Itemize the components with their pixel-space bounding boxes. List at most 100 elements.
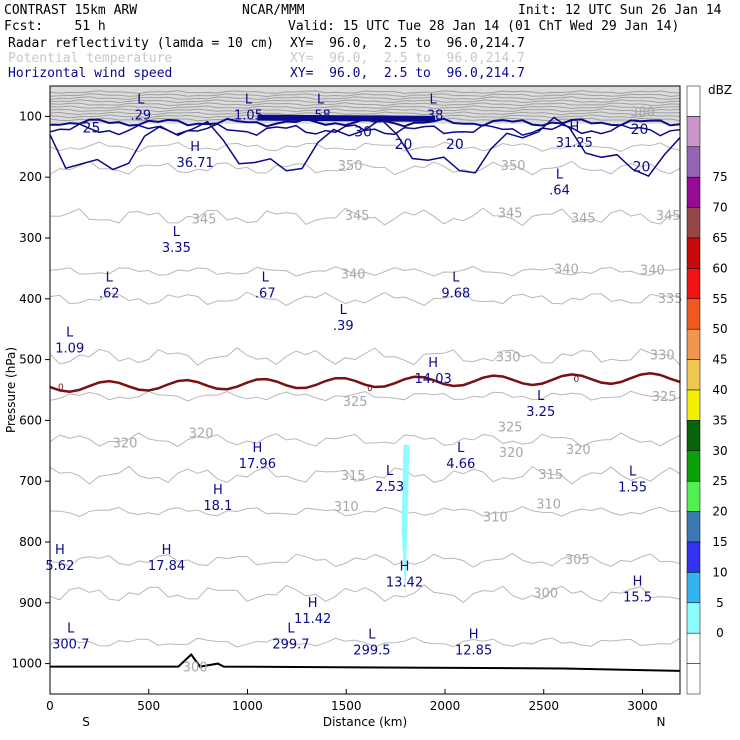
extremum-value: 299.7: [272, 637, 309, 652]
colorbar-label: 75: [712, 170, 727, 184]
theta-contour-upper: [50, 93, 680, 98]
theta-label: 345: [656, 209, 681, 224]
colorbar-label: 15: [712, 535, 727, 549]
extremum-letter: L: [67, 621, 75, 636]
extremum-value: 4.66: [446, 457, 475, 472]
extremum-letter: H: [252, 441, 262, 456]
org-label: NCAR/MMM: [242, 3, 305, 18]
colorbar-label: 70: [712, 201, 727, 215]
theta-label: 310: [483, 510, 508, 525]
extremum-letter: L: [629, 465, 637, 480]
theta-label: 315: [538, 468, 563, 483]
colorbar-title: dBZ: [708, 83, 732, 97]
colorbar-label: 35: [712, 413, 727, 427]
extremum-letter: H: [190, 140, 200, 155]
colorbar-swatch: [686, 632, 701, 664]
y-tick-label: 1000: [11, 657, 42, 671]
wind-speed-contours: [50, 114, 680, 672]
wind-speed-label: 30: [354, 125, 372, 141]
valid-time: Valid: 15 UTC Tue 28 Jan 14 (01 ChT Wed …: [288, 19, 680, 34]
y-tick-label: 800: [19, 535, 42, 549]
terrain-line: [50, 652, 680, 672]
theta-contour: [50, 160, 680, 176]
x-tick-label: 1500: [331, 699, 362, 713]
colorbar-label: 30: [712, 444, 727, 458]
theta-contour-upper: [50, 108, 680, 113]
theta-label: 315: [341, 469, 366, 484]
theta-label: 335: [658, 292, 683, 307]
theta-label: 345: [498, 206, 523, 221]
extremum-letter: H: [569, 120, 579, 135]
forecast-hour: Fcst: 51 h: [4, 19, 106, 34]
theta-label: 345: [345, 209, 370, 224]
extremum-value: .58: [310, 109, 331, 124]
theta-label: 300: [533, 586, 558, 601]
theta-label: 380: [630, 106, 655, 121]
colorbar-swatch: [686, 663, 701, 695]
extremum-value: 31.25: [556, 136, 593, 151]
reflectivity-shading: [401, 444, 410, 597]
freezing-level-label: 0: [367, 384, 373, 394]
colorbar-label: 65: [712, 231, 727, 245]
theta-contour-upper: [50, 102, 680, 107]
extremum-value: .62: [99, 287, 120, 302]
theta-contour-upper: [50, 111, 680, 116]
theta-label: 330: [650, 349, 675, 364]
colorbar-label: 40: [712, 383, 727, 397]
extremum-value: .39: [333, 319, 354, 334]
extremum-value: 3.35: [162, 241, 191, 256]
theta-label: 310: [334, 500, 359, 515]
extremum-value: 17.84: [148, 559, 185, 574]
extremum-value: 1.09: [55, 341, 84, 356]
theta-contour-upper: [50, 105, 680, 110]
extremum-value: 1.55: [618, 481, 647, 496]
theta-label: 330: [496, 351, 521, 366]
colorbar-label: 55: [712, 292, 727, 306]
theta-label: 345: [192, 213, 217, 228]
colorbar-swatch: [686, 116, 701, 148]
colorbar-swatch: [686, 389, 701, 421]
extremum-value: 18.1: [203, 499, 232, 514]
colorbar-label: 5: [716, 596, 724, 610]
y-axis-label: Pressure (hPa): [4, 347, 18, 433]
theta-label: 325: [498, 420, 523, 435]
extremum-letter: L: [106, 271, 114, 286]
theta-contour: [50, 465, 680, 485]
theta-label: 325: [652, 390, 677, 405]
extremum-value: 11.42: [294, 612, 331, 627]
theta-label: 340: [341, 267, 366, 282]
colorbar-swatch: [686, 420, 701, 452]
extremum-value: 2.53: [375, 480, 404, 495]
x-tick-label: 2500: [528, 699, 559, 713]
wind-speed-label: 20: [395, 137, 413, 153]
theta-contour: [50, 390, 680, 402]
extremum-value: 5.62: [45, 559, 74, 574]
extremum-value: 1.05: [234, 109, 263, 124]
extremum-letter: L: [452, 271, 460, 286]
x-tick-label: 1000: [232, 699, 263, 713]
extremum-letter: L: [137, 93, 145, 108]
colorbar-swatch: [686, 572, 701, 604]
theta-contour: [50, 266, 680, 277]
extremum-value: 15.5: [623, 591, 652, 606]
theta-label: 305: [565, 553, 590, 568]
extremum-letter: L: [66, 325, 74, 340]
y-tick-label: 200: [19, 170, 42, 184]
theta-label: 350: [501, 159, 526, 174]
extremum-value: 9.68: [441, 287, 470, 302]
x-tick-label: 3000: [627, 699, 658, 713]
theta-contour: [50, 432, 680, 448]
extremum-letter: H: [213, 483, 223, 498]
y-tick-label: 400: [19, 292, 42, 306]
extremum-letter: H: [162, 543, 172, 558]
y-tick-label: 500: [19, 353, 42, 367]
colorbar-swatch: [686, 511, 701, 543]
field-1-name: Radar reflectivity (lamda = 10 cm): [8, 36, 275, 51]
extremum-value: .29: [131, 109, 152, 124]
freezing-level-line: [50, 372, 680, 393]
theta-label: 320: [189, 427, 214, 442]
extremum-value: 17.96: [239, 457, 276, 472]
colorbar-swatch: [686, 541, 701, 573]
extremum-letter: H: [400, 559, 410, 574]
